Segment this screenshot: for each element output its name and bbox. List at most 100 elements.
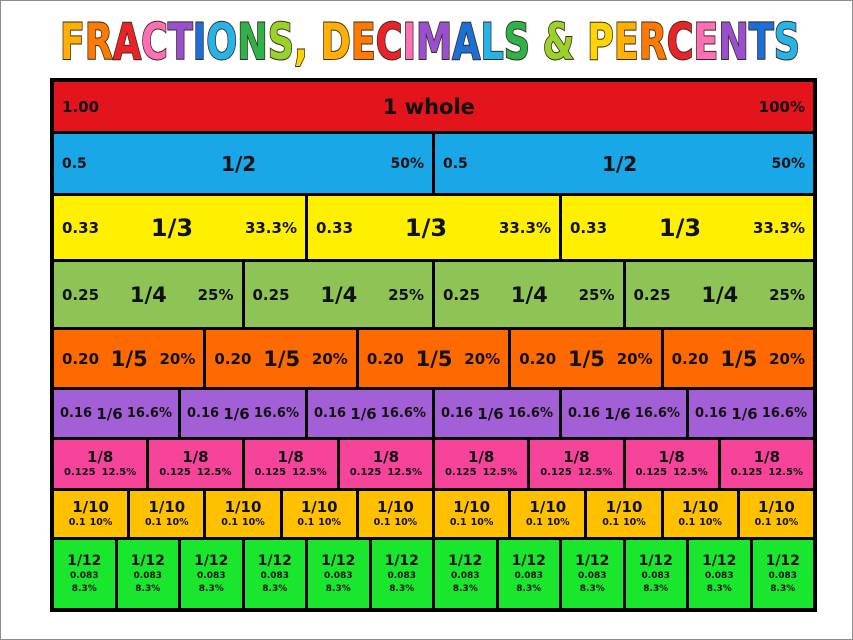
fraction-label: 1/8 [563,448,590,466]
percent-value: 10% [394,517,418,528]
decimal-value: 0.083 [133,570,162,581]
row-quarters: 0.25 1/4 25% 0.25 1/4 25% 0.25 1/4 25% 0.25 1/4 25% [54,262,813,327]
fraction-tile-fifths: 0.20 1/5 20% [358,330,509,387]
decimal-value: 0.20 [671,349,709,368]
fraction-tile-eighths: 1/8 0.125 12.5% [720,440,813,488]
fraction-label: 1/12 [321,552,356,569]
fraction-label: 1/5 [720,346,758,371]
title-letter [574,13,587,71]
fraction-tile-sixths: 0.16 1/6 16.6% [562,390,686,437]
title-letter: E [351,13,376,71]
percent-value: 33.3% [752,218,805,237]
fraction-tile-fifths: 0.20 1/5 20% [511,330,661,387]
decimal-value: 0.16 [441,406,474,421]
fraction-tile-tenths: 1/10 0.1 10% [130,491,204,537]
fraction-label: 1/5 [568,346,605,371]
fraction-label: 1/8 [467,448,495,466]
decimal-value: 0.083 [260,570,289,581]
decimal-value: 1.00 [62,97,100,116]
percent-value: 10% [89,517,113,528]
fraction-tile-eighths: 1/8 0.125 12.5% [530,440,623,488]
decimal-value: 0.33 [62,218,100,237]
decimal-value: 0.083 [451,570,480,581]
decimal-value: 0.1 [754,517,772,528]
percent-value: 8.3% [135,583,161,594]
fraction-label: 1/8 [182,448,209,466]
fraction-label: 1/10 [224,498,262,516]
percent-value: 12.5% [387,467,423,478]
tile-values: 0.125 12.5% [64,466,136,480]
row-thirds: 0.33 1/3 33.3% 0.33 1/3 33.3% 0.33 1/3 33.3% [54,196,813,259]
fraction-label: 1/8 [372,448,400,466]
title-letter: E [614,13,639,71]
fraction-tile-tenths: 1/10 0.1 10% [54,491,128,537]
percent-value: 8.3% [706,583,732,594]
percent-value: 10% [546,517,570,528]
decimal-value: 0.5 [443,155,468,172]
fraction-tile-twelfths: 1/12 0.083 8.3% [181,540,242,608]
fraction-tile-whole: 1.00 1 whole 100% [54,82,813,131]
title-letter: & [543,13,575,71]
decimal-value: 0.1 [602,517,620,528]
row-whole: 1.00 1 whole 100% [54,82,813,131]
tile-values: 0.125 12.5% [540,466,612,480]
fraction-tile-tenths: 1/10 0.1 10% [282,491,356,537]
fraction-tile-sixths: 0.16 1/6 16.6% [689,390,813,437]
percent-value: 8.3% [516,583,542,594]
fraction-label: 1/10 [300,498,338,516]
decimal-value: 0.1 [68,517,86,528]
percent-value: 16.6% [126,406,172,421]
fraction-label: 1/5 [263,346,301,371]
title-letter: A [452,13,480,71]
tile-values: 0.1 10% [450,516,494,530]
tile-values: 0.125 12.5% [254,466,326,480]
fraction-label: 1/3 [150,213,194,242]
title-letter: N [237,13,268,71]
title-letter [308,13,321,71]
decimal-value: 0.083 [514,570,543,581]
fraction-label: 1/10 [605,498,643,516]
percent-value: 12.5% [768,467,804,478]
title-letter: , [294,13,308,71]
row-fifths: 0.20 1/5 20% 0.20 1/5 20% 0.20 1/5 20% 0.20 1/5 20%… [54,330,814,387]
decimal-value: 0.125 [730,467,763,478]
row-tenths: 1/10 0.1 10% 1/10 0.1 10% 1/10 0.1 10% 1/10 0.1 10%… [54,491,814,537]
decimal-value: 0.125 [254,467,287,478]
fraction-label: 1/10 [758,498,795,516]
percent-value: 20% [616,349,653,368]
fraction-tile-twelfths: 1/12 0.083 8.3% [689,540,750,608]
fraction-label: 1/5 [415,346,453,371]
title-letter: F [60,13,85,71]
tile-values: 0.1 10% [755,516,799,530]
percent-value: 8.3% [579,583,605,594]
title-letter: S [268,13,294,71]
fraction-label: 1/12 [638,552,673,569]
decimal-value: 0.20 [519,349,557,368]
fraction-label: 1/8 [753,448,781,466]
fraction-tile-sixths: 0.16 1/6 16.6% [308,390,432,437]
decimal-value: 0.083 [705,570,734,581]
title-letter: R [639,13,667,71]
percent-value: 10% [470,517,494,528]
title-letter: C [376,13,403,71]
decimal-value: 0.1 [678,517,696,528]
decimal-value: 0.125 [63,467,96,478]
fraction-tile-thirds: 0.33 1/3 33.3% [308,196,559,259]
fraction-label: 1/5 [110,346,148,371]
title-letter: I [193,13,207,71]
fraction-tile-twelfths: 1/12 0.083 8.3% [54,540,115,608]
fraction-tile-sixths: 0.16 1/6 16.6% [181,390,305,437]
title-letter: S [504,13,530,71]
row-sixths: 0.16 1/6 16.6% 0.16 1/6 16.6% 0.16 1/6 16.6% 0.16… [54,390,813,437]
decimal-value: 0.25 [62,285,100,304]
tile-values: 0.1 10% [678,516,722,530]
percent-value: 8.3% [325,583,351,594]
percent-value: 8.3% [770,583,796,594]
fraction-tile-twelfths: 1/12 0.083 8.3% [752,540,813,608]
row-eighths: 1/8 0.125 12.5% 1/8 0.125 12.5% 1/8 0.125 12.5% 1… [54,440,813,488]
fraction-label: 1/8 [277,448,304,466]
fraction-label: 1/2 [602,151,638,176]
fraction-tile-tenths: 1/10 0.1 10% [739,491,814,537]
percent-value: 33.3% [244,218,297,237]
decimal-value: 0.25 [633,285,671,304]
